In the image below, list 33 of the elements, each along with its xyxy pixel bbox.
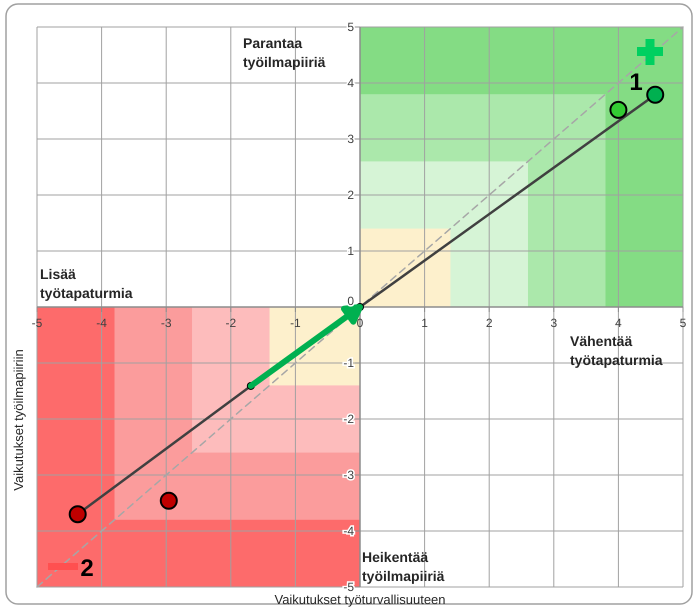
annotation: 1	[629, 69, 643, 96]
x-tick-label: -2	[225, 316, 236, 330]
x-tick-label: 2	[486, 316, 493, 330]
point	[160, 492, 178, 510]
y-tick-label: 3	[347, 132, 354, 146]
y-tick-label: -3	[343, 468, 354, 482]
x-tick-label: -5	[32, 316, 43, 330]
annotation: Parantaa työilmapiiriä	[243, 35, 326, 70]
x-tick-label: -1	[290, 316, 302, 330]
x-tick-label: 1	[421, 316, 428, 330]
x-tick-label: 4	[615, 316, 622, 330]
x-tick-label: -3	[160, 316, 172, 330]
x-axis-title: Vaikutukset työturvallisuuteen	[274, 592, 446, 607]
y-tick-label: -5	[343, 580, 354, 594]
annotation: Vähentää työtapaturmia	[570, 333, 663, 368]
annotation: Lisää työtapaturmia	[40, 266, 133, 301]
annotation: 2	[80, 555, 94, 582]
x-tick-label: 5	[680, 316, 687, 330]
point	[646, 86, 664, 104]
y-axis-title: Vaikutukset työilmapiiriin	[11, 349, 26, 491]
y-tick-label: -1	[343, 356, 354, 370]
y-tick-label: -2	[343, 412, 354, 426]
point	[609, 100, 628, 119]
y-tick-label: 4	[347, 76, 354, 90]
y-tick-label: -4	[343, 524, 354, 538]
x-tick-label: -4	[96, 316, 108, 330]
annotation: Heikentää työilmapiiriä	[362, 549, 445, 584]
y-tick-label: 2	[347, 188, 354, 202]
x-tick-label: 3	[550, 316, 558, 330]
y-tick-label: 5	[347, 20, 354, 34]
point	[68, 505, 87, 524]
y-tick-label: 0	[347, 294, 354, 308]
y-tick-label: 1	[347, 244, 354, 258]
